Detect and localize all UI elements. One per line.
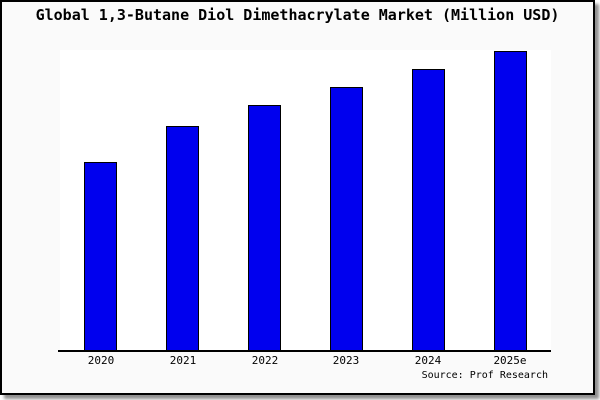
x-tick-label-2023: 2023 [332, 354, 360, 367]
bar-2025e [494, 51, 527, 351]
bar-2020 [84, 162, 117, 351]
chart-title: Global 1,3-Butane Diol Dimethacrylate Ma… [35, 6, 560, 24]
x-tick-label-2022: 2022 [251, 354, 279, 367]
source-note: Source: Prof Research [421, 370, 548, 381]
x-axis-line [58, 350, 551, 352]
x-tick-label-2020: 2020 [87, 354, 115, 367]
bar-2021 [166, 126, 199, 351]
bar-2024 [412, 69, 445, 351]
plot-area [60, 50, 551, 351]
x-tick-label-2024: 2024 [414, 354, 442, 367]
x-tick-label-2025e: 2025e [493, 354, 527, 367]
x-tick-label-2021: 2021 [169, 354, 197, 367]
bar-2023 [330, 87, 363, 351]
bar-2022 [248, 105, 281, 351]
